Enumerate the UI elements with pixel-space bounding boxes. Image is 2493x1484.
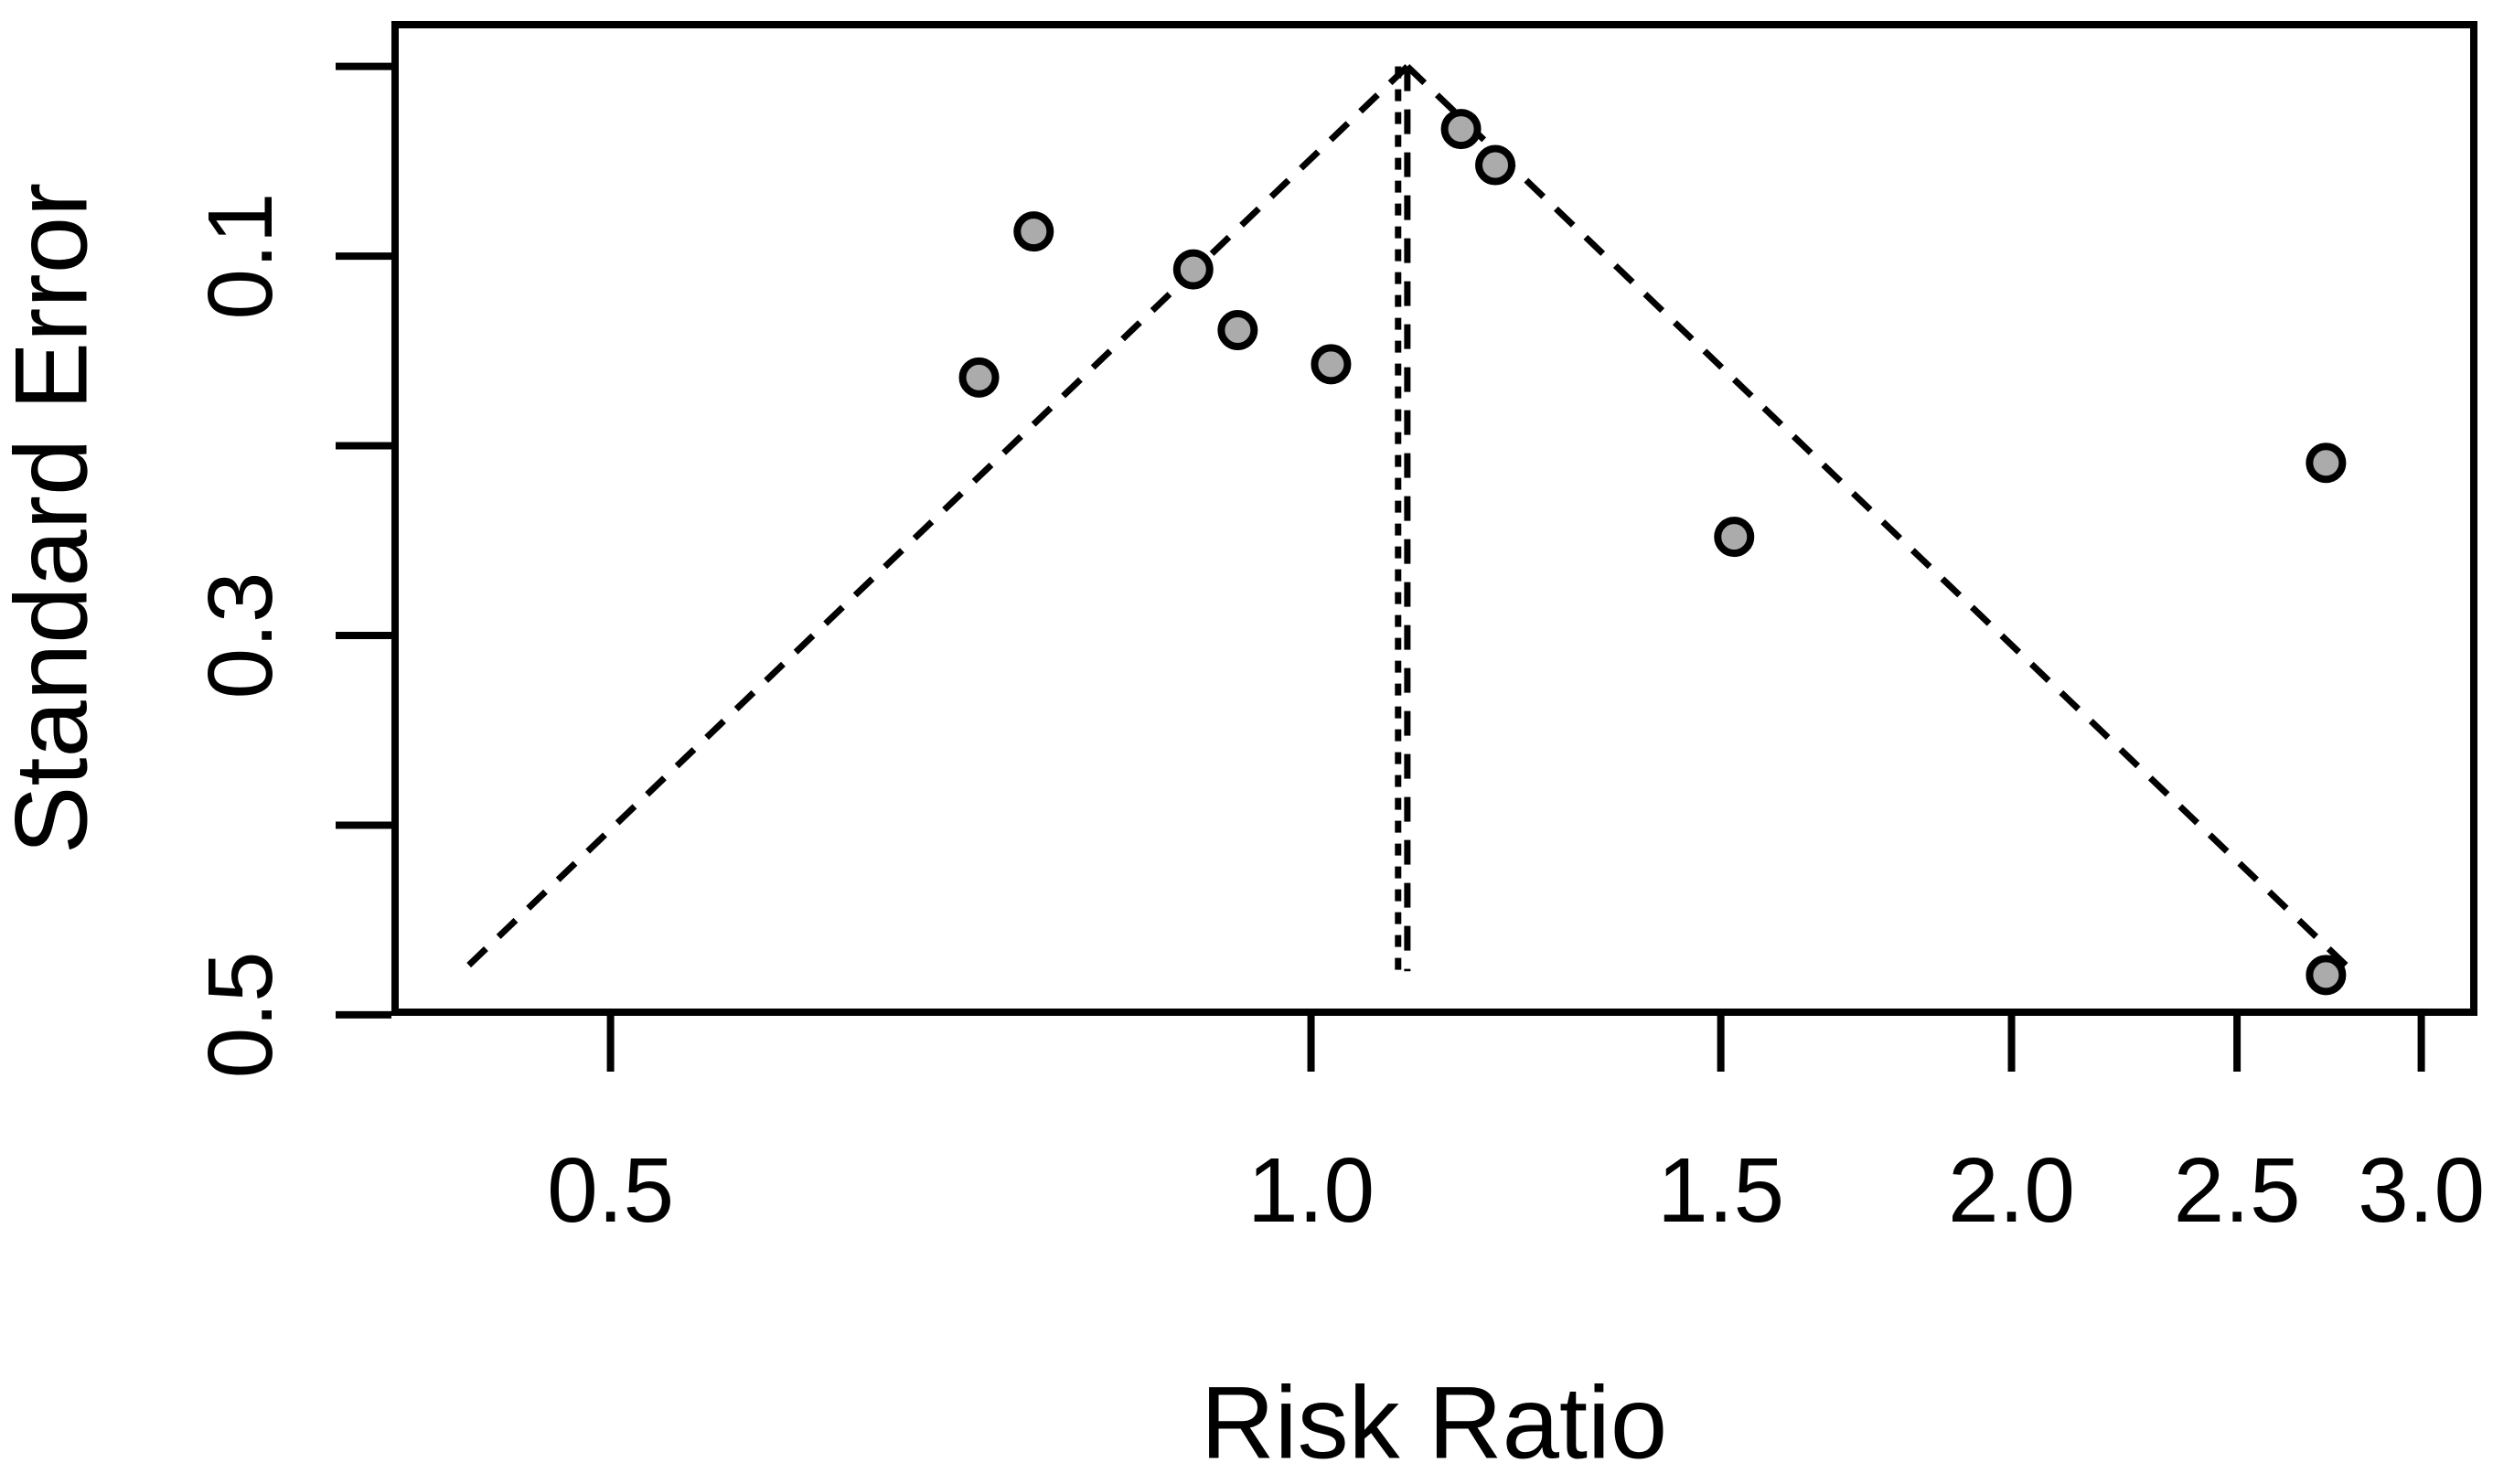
funnel-right-edge-line [1405,64,2360,979]
data-point [1440,109,1482,150]
x-axis: 0.5 1.0 1.5 2.0 2.5 3.0 [547,1016,2485,1242]
funnel-lines-layer [454,64,2360,979]
x-axis-tick-label: 3.0 [2358,1139,2485,1242]
data-point [1217,309,1258,350]
x-axis-tick-label: 2.0 [1948,1139,2075,1242]
data-point [958,357,1000,398]
plot-box [391,21,2477,1016]
x-axis-tick-label: 2.5 [2174,1139,2301,1242]
funnel-left-edge-line [454,64,1410,979]
data-point [1013,211,1054,252]
data-points-layer [958,109,2347,996]
y-axis-tick-label: 0.5 [189,951,292,1078]
data-point [1172,249,1214,290]
data-point [2306,955,2347,996]
y-axis-title: Standard Error [0,183,109,855]
data-point [2306,443,2347,484]
y-axis-tick-label: 0.1 [189,193,292,320]
x-axis-tick-label: 1.5 [1657,1139,1784,1242]
data-point [1311,344,1352,385]
x-axis-tick-label: 0.5 [547,1139,674,1242]
x-axis-tick-label: 1.0 [1247,1139,1375,1242]
y-axis-tick-label: 0.3 [189,571,292,699]
reference-lines-layer [1395,66,1411,972]
data-point [1475,144,1516,186]
data-point [1714,517,1755,558]
x-axis-title: Risk Ratio [1201,1366,1667,1480]
y-axis: 0.1 0.3 0.5 [189,62,391,1078]
